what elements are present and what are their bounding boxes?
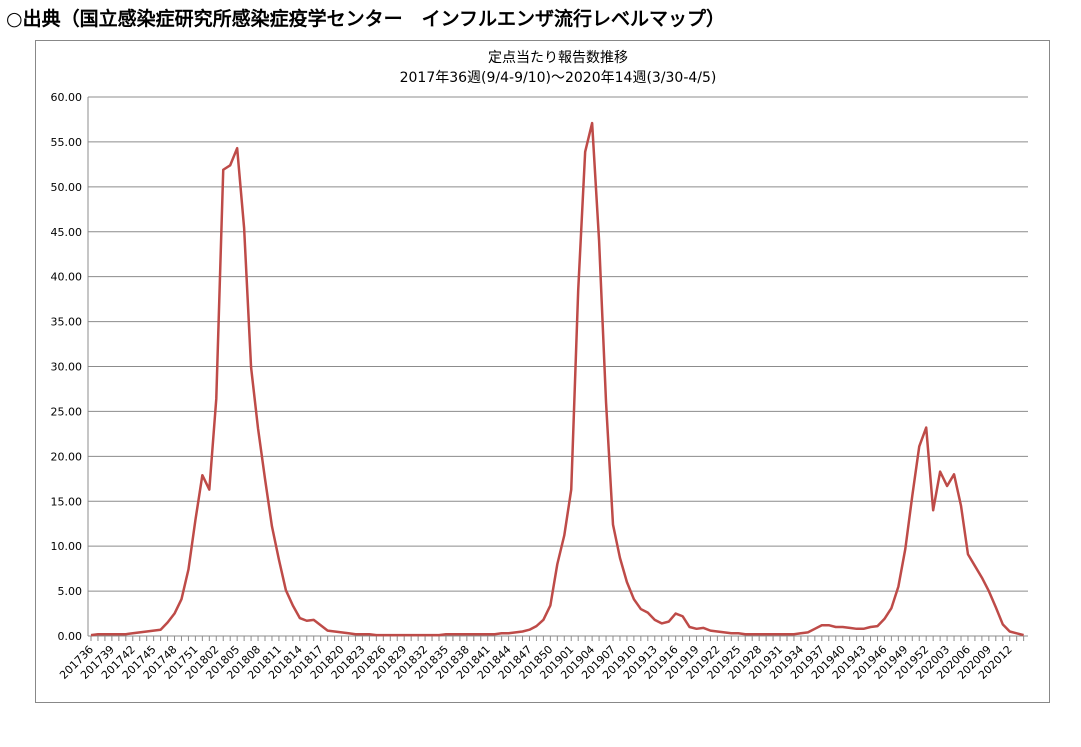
y-tick-label: 55.00 [51, 136, 83, 149]
data-line [90, 121, 1024, 637]
y-tick-label: 0.00 [58, 630, 83, 643]
chart-subtitle: 2017年36週(9/4-9/10)～2020年14週(3/30-4/5) [400, 70, 717, 86]
y-tick-label: 30.00 [51, 361, 83, 374]
y-tick-label: 15.00 [51, 495, 83, 508]
y-tick-label: 10.00 [51, 540, 83, 553]
page-heading: ○出典（国立感染症研究所感染症疫学センター インフルエンザ流行レベルマップ） [6, 8, 726, 30]
chart-title: 定点当たり報告数推移 [488, 50, 628, 66]
y-tick-label: 60.00 [51, 91, 83, 104]
chart-frame [35, 40, 1050, 703]
y-tick-label: 40.00 [51, 271, 83, 284]
y-tick-label: 35.00 [51, 316, 83, 329]
y-tick-label: 5.00 [58, 585, 83, 598]
y-tick-label: 20.00 [51, 450, 83, 463]
y-tick-label: 50.00 [51, 181, 83, 194]
y-tick-label: 25.00 [51, 405, 83, 418]
y-tick-label: 45.00 [51, 226, 83, 239]
